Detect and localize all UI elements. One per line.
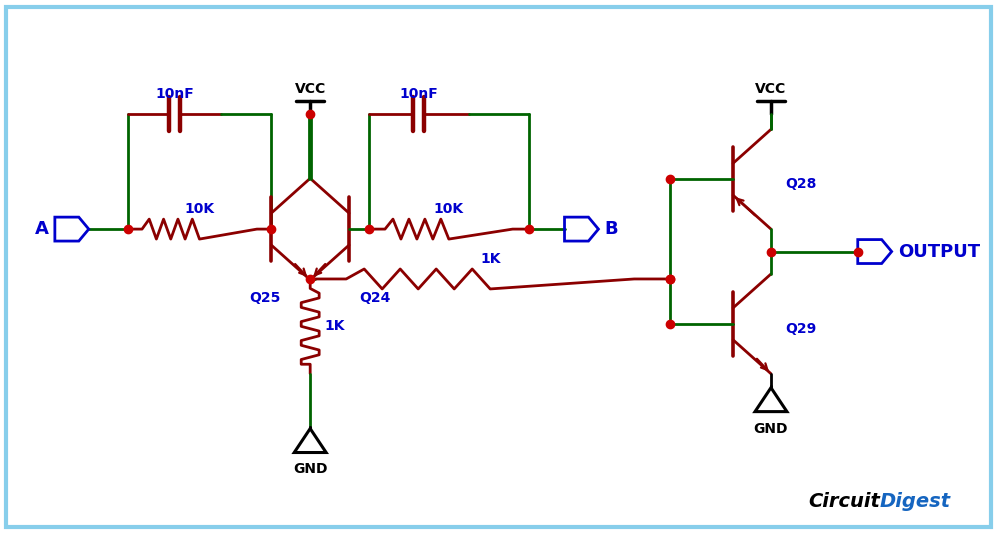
Text: Q25: Q25: [250, 291, 281, 305]
Text: VCC: VCC: [755, 82, 787, 97]
Text: B: B: [604, 220, 618, 238]
Text: GND: GND: [293, 462, 327, 476]
Text: OUTPUT: OUTPUT: [898, 242, 980, 261]
Text: VCC: VCC: [295, 82, 326, 97]
Text: Q24: Q24: [359, 291, 390, 305]
Text: Q29: Q29: [785, 322, 816, 336]
Text: Q28: Q28: [785, 177, 816, 191]
Text: Digest: Digest: [880, 492, 951, 511]
Text: Circuit: Circuit: [808, 492, 880, 511]
Text: 10K: 10K: [184, 202, 215, 216]
Text: 10nF: 10nF: [155, 88, 194, 101]
Text: A: A: [35, 220, 49, 238]
Text: 1K: 1K: [480, 252, 500, 266]
Text: 10K: 10K: [434, 202, 464, 216]
Text: 10nF: 10nF: [400, 88, 438, 101]
Text: 1K: 1K: [324, 319, 345, 333]
Text: GND: GND: [754, 422, 788, 436]
